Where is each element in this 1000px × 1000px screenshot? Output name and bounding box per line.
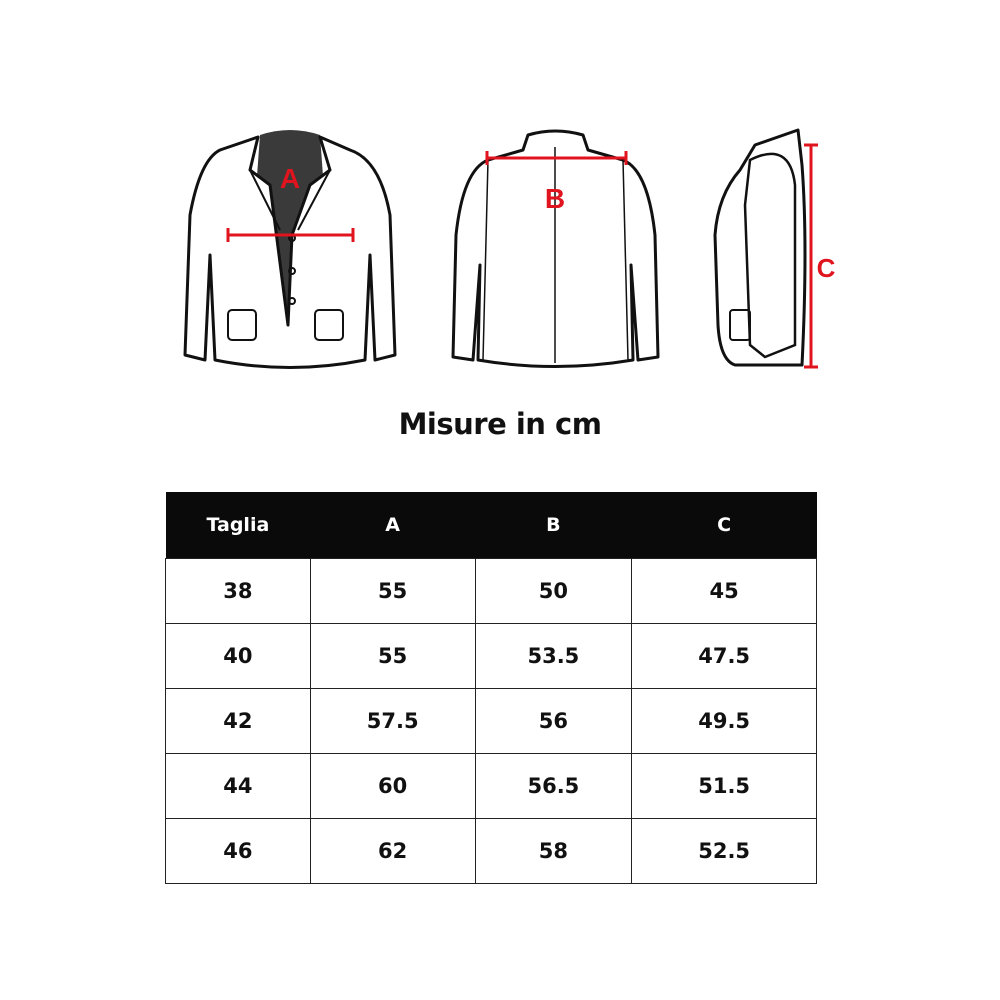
table-row: 40 55 53.5 47.5 [165, 623, 817, 689]
jacket-front-illustration: A [183, 130, 397, 369]
cell-b: 58 [474, 818, 633, 884]
cell-b: 56 [474, 688, 633, 754]
cell-c: 51.5 [631, 753, 817, 819]
cell-c: 52.5 [631, 818, 817, 884]
cell-a: 57.5 [309, 688, 476, 754]
table-header-row: Taglia A B C [165, 492, 817, 559]
size-table: Taglia A B C 38 55 50 45 40 55 53.5 47.5… [165, 492, 817, 884]
cell-a: 60 [309, 753, 476, 819]
cell-b: 53.5 [474, 623, 633, 689]
cell-c: 45 [631, 558, 817, 624]
cell-size: 40 [165, 623, 311, 689]
jacket-side-illustration: C [713, 128, 836, 369]
measure-label-c: C [817, 253, 836, 283]
cell-a: 55 [309, 558, 476, 624]
cell-a: 62 [309, 818, 476, 884]
table-row: 46 62 58 52.5 [165, 818, 817, 884]
table-row: 42 57.5 56 49.5 [165, 688, 817, 754]
header-b: B [475, 492, 632, 559]
measure-label-a: A [280, 163, 300, 194]
header-a: A [310, 492, 476, 559]
cell-b: 56.5 [474, 753, 633, 819]
table-row: 44 60 56.5 51.5 [165, 753, 817, 819]
header-c: C [631, 492, 817, 559]
cell-size: 42 [165, 688, 311, 754]
cell-b: 50 [474, 558, 633, 624]
jacket-back-illustration: B [451, 129, 660, 368]
cell-c: 47.5 [631, 623, 817, 689]
header-taglia: Taglia [165, 492, 311, 559]
cell-a: 55 [309, 623, 476, 689]
page-title: Misure in cm [398, 407, 602, 441]
cell-c: 49.5 [631, 688, 817, 754]
table-row: 38 55 50 45 [165, 558, 817, 624]
cell-size: 46 [165, 818, 311, 884]
cell-size: 38 [165, 558, 311, 624]
measure-label-b: B [545, 183, 565, 214]
cell-size: 44 [165, 753, 311, 819]
